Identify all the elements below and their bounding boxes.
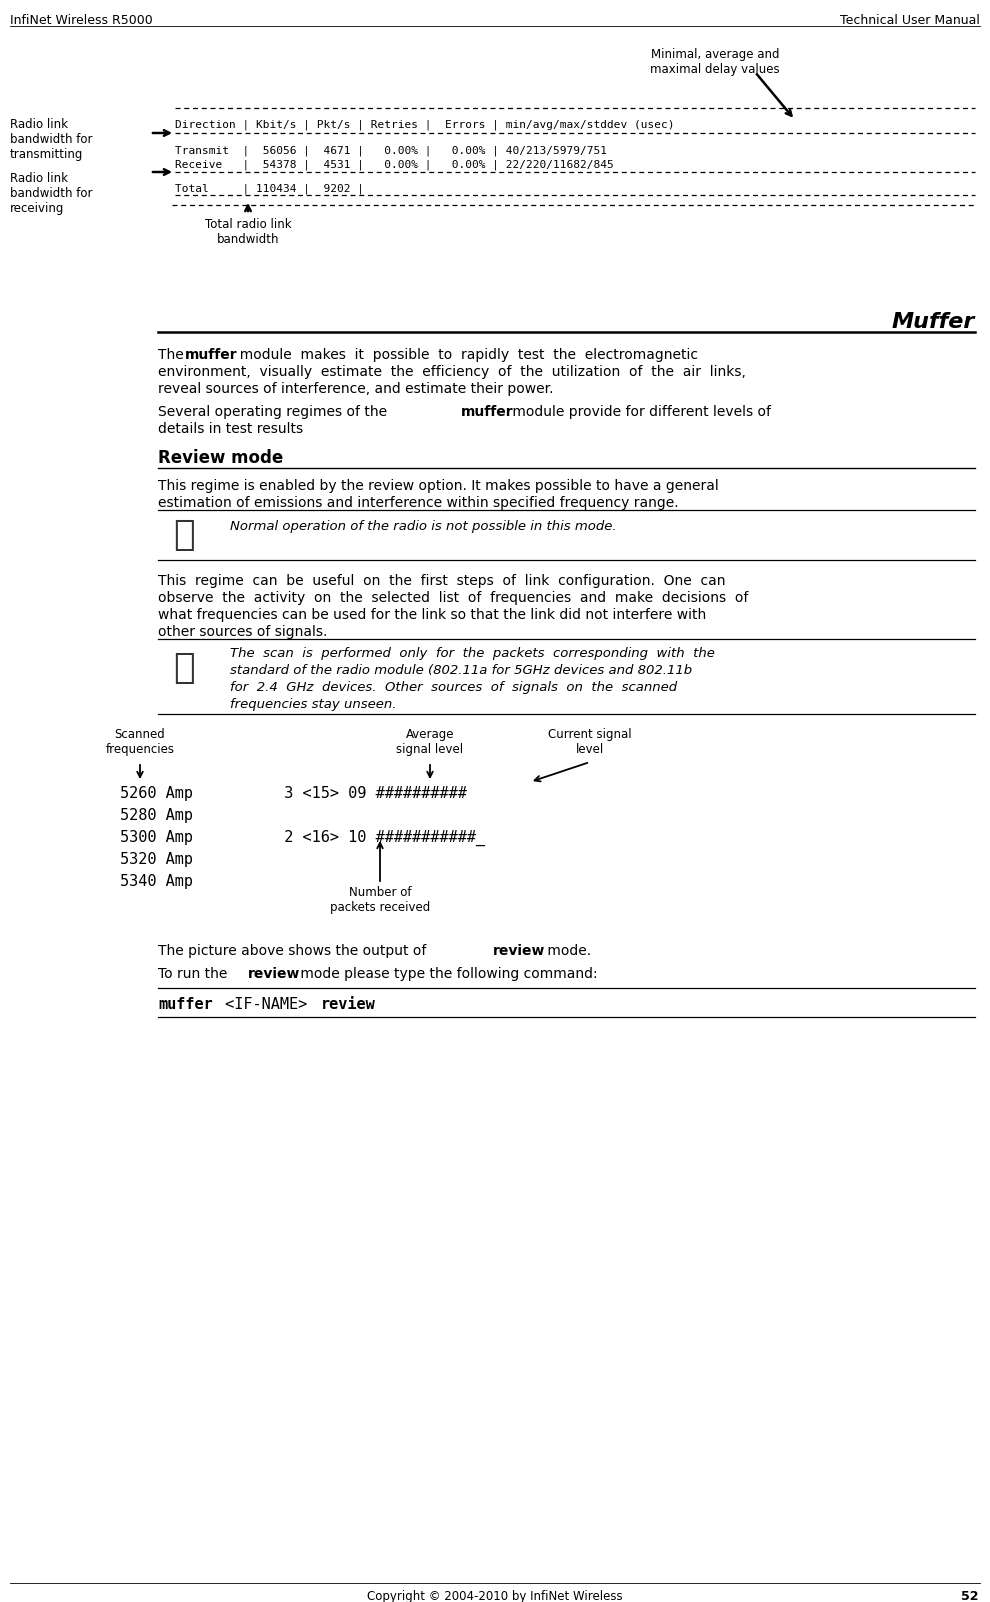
Text: review: review: [493, 944, 545, 958]
Text: Average
signal level: Average signal level: [396, 727, 463, 756]
Text: Receive   |  54378 |  4531 |   0.00% |   0.00% | 22/220/11682/845: Receive | 54378 | 4531 | 0.00% | 0.00% |…: [175, 160, 614, 170]
Text: muffer: muffer: [185, 348, 238, 362]
Text: Total radio link
bandwidth: Total radio link bandwidth: [205, 218, 291, 247]
Text: 52: 52: [960, 1591, 978, 1602]
Text: details in test results: details in test results: [158, 421, 303, 436]
Text: standard of the radio module (802.11a for 5GHz devices and 802.11b: standard of the radio module (802.11a fo…: [230, 663, 692, 678]
Text: mode please type the following command:: mode please type the following command:: [296, 968, 598, 980]
Text: frequencies stay unseen.: frequencies stay unseen.: [230, 698, 397, 711]
Text: Muffer: Muffer: [892, 312, 975, 332]
Text: reveal sources of interference, and estimate their power.: reveal sources of interference, and esti…: [158, 381, 553, 396]
Text: Minimal, average and
maximal delay values: Minimal, average and maximal delay value…: [650, 48, 780, 75]
Text: module provide for different levels of: module provide for different levels of: [508, 405, 771, 420]
Text: This regime is enabled by the review option. It makes possible to have a general: This regime is enabled by the review opt…: [158, 479, 719, 493]
Text: ☞: ☞: [173, 650, 195, 686]
Text: Normal operation of the radio is not possible in this mode.: Normal operation of the radio is not pos…: [230, 521, 617, 533]
Text: Several operating regimes of the: Several operating regimes of the: [158, 405, 391, 420]
Text: for  2.4  GHz  devices.  Other  sources  of  signals  on  the  scanned: for 2.4 GHz devices. Other sources of si…: [230, 681, 677, 694]
Text: 5340 Amp: 5340 Amp: [120, 875, 193, 889]
Text: what frequencies can be used for the link so that the link did not interfere wit: what frequencies can be used for the lin…: [158, 609, 706, 622]
Text: This  regime  can  be  useful  on  the  first  steps  of  link  configuration.  : This regime can be useful on the first s…: [158, 574, 726, 588]
Text: muffer: muffer: [461, 405, 514, 420]
Text: 5320 Amp: 5320 Amp: [120, 852, 193, 867]
Text: 5260 Amp          3 <15> 09 ##########: 5260 Amp 3 <15> 09 ##########: [120, 787, 466, 801]
Text: Total     | 110434 |  9202 |: Total | 110434 | 9202 |: [175, 183, 364, 194]
Text: <IF-NAME>: <IF-NAME>: [216, 996, 317, 1012]
Text: Direction | Kbit/s | Pkt/s | Retries |  Errors | min/avg/max/stddev (usec): Direction | Kbit/s | Pkt/s | Retries | E…: [175, 120, 674, 130]
Text: Radio link
bandwidth for
receiving: Radio link bandwidth for receiving: [10, 171, 92, 215]
Text: 5300 Amp          2 <16> 10 ###########_: 5300 Amp 2 <16> 10 ###########_: [120, 830, 485, 846]
Text: InfiNet Wireless R5000: InfiNet Wireless R5000: [10, 14, 152, 27]
Text: Current signal
level: Current signal level: [548, 727, 632, 756]
Text: The picture above shows the output of: The picture above shows the output of: [158, 944, 431, 958]
Text: module  makes  it  possible  to  rapidly  test  the  electromagnetic: module makes it possible to rapidly test…: [231, 348, 698, 362]
Text: To run the: To run the: [158, 968, 232, 980]
Text: muffer: muffer: [158, 996, 213, 1012]
Text: Number of
packets received: Number of packets received: [330, 886, 430, 915]
Text: The  scan  is  performed  only  for  the  packets  corresponding  with  the: The scan is performed only for the packe…: [230, 647, 715, 660]
Text: mode.: mode.: [543, 944, 591, 958]
Text: review: review: [248, 968, 300, 980]
Text: ☞: ☞: [173, 517, 195, 553]
Text: 5280 Amp: 5280 Amp: [120, 807, 193, 823]
Text: estimation of emissions and interference within specified frequency range.: estimation of emissions and interference…: [158, 497, 678, 509]
Text: Radio link
bandwidth for
transmitting: Radio link bandwidth for transmitting: [10, 119, 92, 160]
Text: Technical User Manual: Technical User Manual: [841, 14, 980, 27]
Text: environment,  visually  estimate  the  efficiency  of  the  utilization  of  the: environment, visually estimate the effic…: [158, 365, 745, 380]
Text: Copyright © 2004-2010 by InfiNet Wireless: Copyright © 2004-2010 by InfiNet Wireles…: [367, 1591, 623, 1602]
Text: Scanned
frequencies: Scanned frequencies: [106, 727, 174, 756]
Text: Review mode: Review mode: [158, 449, 283, 468]
Text: other sources of signals.: other sources of signals.: [158, 625, 328, 639]
Text: observe  the  activity  on  the  selected  list  of  frequencies  and  make  dec: observe the activity on the selected lis…: [158, 591, 748, 606]
Text: The: The: [158, 348, 192, 362]
Text: Transmit  |  56056 |  4671 |   0.00% |   0.00% | 40/213/5979/751: Transmit | 56056 | 4671 | 0.00% | 0.00% …: [175, 146, 607, 157]
Text: review: review: [321, 996, 376, 1012]
